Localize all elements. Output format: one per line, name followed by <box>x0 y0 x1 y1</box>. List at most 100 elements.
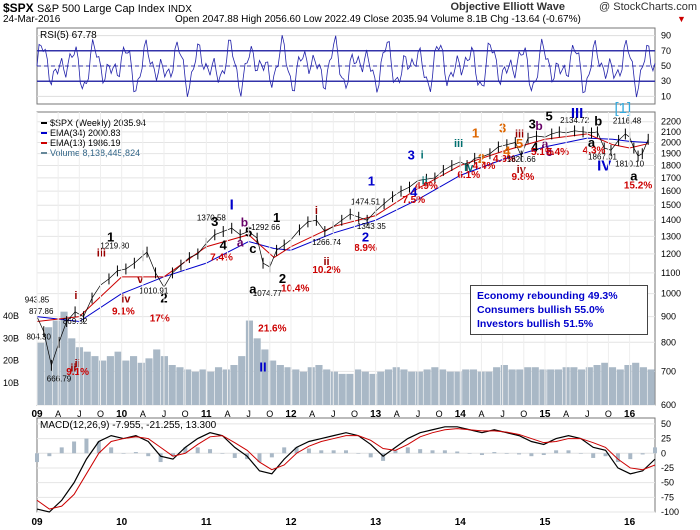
macd-histogram-bar <box>492 452 497 454</box>
macd-histogram-bar <box>640 453 645 455</box>
macd-label: MACD(12,26,9) -7.955, -21.255, 13.300 <box>40 420 217 431</box>
wave-annotation: v <box>137 274 144 286</box>
wave-annotation: i <box>74 290 77 302</box>
volume-bar <box>578 369 586 405</box>
volume-bar <box>423 369 431 405</box>
wave-annotation: 9.8% <box>512 172 535 183</box>
price-tick-label: 900 <box>661 312 676 322</box>
macd-histogram-bar <box>628 453 633 460</box>
sentiment-economy: Economy rebounding 49.3% <box>477 290 618 302</box>
wave-annotation: 8.9% <box>354 243 377 254</box>
volume-bar <box>431 367 439 405</box>
x-tick-label: 15 <box>539 409 551 420</box>
macd-x-tick-label: 10 <box>116 517 128 528</box>
wave-annotation: 1867.01 <box>588 152 617 161</box>
macd-tick-label: 50 <box>661 419 671 429</box>
wave-annotation: 1010.91 <box>139 287 168 296</box>
wave-annotation: 877.86 <box>29 307 54 316</box>
macd-x-tick-label: 12 <box>285 517 297 528</box>
date-label: 24-Mar-2016 <box>3 14 61 25</box>
volume-bar <box>369 373 377 405</box>
wave-annotation: 7.4% <box>210 252 233 263</box>
wave-annotation: iii <box>454 138 463 150</box>
volume-bar <box>554 369 562 405</box>
macd-tick-label: 0 <box>661 448 666 458</box>
macd-histogram-bar <box>269 453 274 458</box>
volume-bar <box>207 371 215 405</box>
wave-annotation: 4 <box>410 185 418 200</box>
volume-bar <box>454 371 462 405</box>
volume-bar <box>91 356 99 405</box>
wave-annotation: 1 <box>368 174 375 189</box>
wave-annotation: 3 <box>408 147 415 162</box>
macd-histogram-bar <box>331 450 336 454</box>
macd-histogram-bar <box>294 447 299 454</box>
volume-bar <box>408 371 416 405</box>
volume-bar <box>539 369 547 405</box>
volume-bar <box>83 351 91 405</box>
volume-bar <box>168 365 176 405</box>
wave-annotation: 2134.72 <box>560 116 589 125</box>
ema13-legend: EMA(13) 1986.19 <box>50 138 121 148</box>
wave-annotation: iv <box>464 162 474 174</box>
volume-bar <box>137 362 145 405</box>
rsi-tick-label: 70 <box>661 46 671 56</box>
volume-bar <box>647 369 655 405</box>
x-tick-label: 14 <box>455 409 467 420</box>
volume-legend: Volume 8,138,445,824 <box>50 148 140 158</box>
price-tick-label: 1200 <box>661 249 681 259</box>
macd-histogram-bar <box>405 447 410 454</box>
macd-histogram-bar <box>59 447 64 454</box>
volume-bar <box>52 320 60 405</box>
wave-annotation: 1292.66 <box>251 223 280 232</box>
volume-bar <box>145 358 153 405</box>
macd-histogram-bar <box>356 453 361 454</box>
x-tick-label: O <box>182 409 189 419</box>
volume-bar <box>276 365 284 405</box>
volume-bar <box>570 367 578 405</box>
wave-annotation: ii <box>70 362 76 374</box>
wave-annotation: 5 <box>546 109 553 124</box>
volume-bar <box>253 338 261 405</box>
wave-annotation: 1266.74 <box>312 238 341 247</box>
price-tick-label: 1000 <box>661 289 681 299</box>
wave-annotation: a <box>237 236 244 250</box>
volume-bar <box>354 369 362 405</box>
wave-annotation: i <box>315 205 318 217</box>
volume-bar <box>400 369 408 405</box>
volume-bar <box>60 311 68 405</box>
wave-annotation: 1820.66 <box>507 155 536 164</box>
wave-annotation: [1] <box>614 100 631 117</box>
volume-bar <box>446 371 454 405</box>
macd-histogram-bar <box>72 441 77 454</box>
x-tick-label: O <box>605 409 612 419</box>
volume-bar <box>99 360 107 405</box>
wave-annotation: 10.2% <box>312 265 340 276</box>
wave-annotation: 1 <box>273 210 280 225</box>
x-tick-label: A <box>55 409 61 419</box>
symbol-title: $SPX S&P 500 Large Cap Index INDX <box>3 1 192 15</box>
wave-annotation: 5.1% <box>531 147 554 158</box>
macd-x-tick-label: 16 <box>624 517 636 528</box>
wave-annotation: 3 <box>529 117 536 132</box>
x-tick-label: 11 <box>201 409 212 420</box>
macd-histogram-bar <box>603 453 608 457</box>
volume-bar <box>462 369 470 405</box>
volume-bar <box>222 369 230 405</box>
macd-histogram-bar <box>529 453 534 457</box>
macd-histogram-bar <box>591 453 596 458</box>
volume-bar <box>415 371 423 405</box>
price-legend: $SPX (Weekly) 2035.94 <box>50 118 146 128</box>
volume-bar <box>601 362 609 405</box>
wave-annotation: a <box>249 282 257 297</box>
volume-bar <box>299 371 308 405</box>
rsi-tick-label: 30 <box>661 76 671 86</box>
volume-bar <box>284 367 292 405</box>
wave-annotation: iii <box>515 129 524 141</box>
sentiment-consumers: Consumers bullish 55.0% <box>477 304 605 316</box>
price-tick-label: 1800 <box>661 160 681 170</box>
macd-histogram-bar <box>96 441 101 454</box>
x-tick-label: O <box>436 409 443 419</box>
volume-bar <box>523 367 532 405</box>
volume-bar <box>45 327 53 405</box>
